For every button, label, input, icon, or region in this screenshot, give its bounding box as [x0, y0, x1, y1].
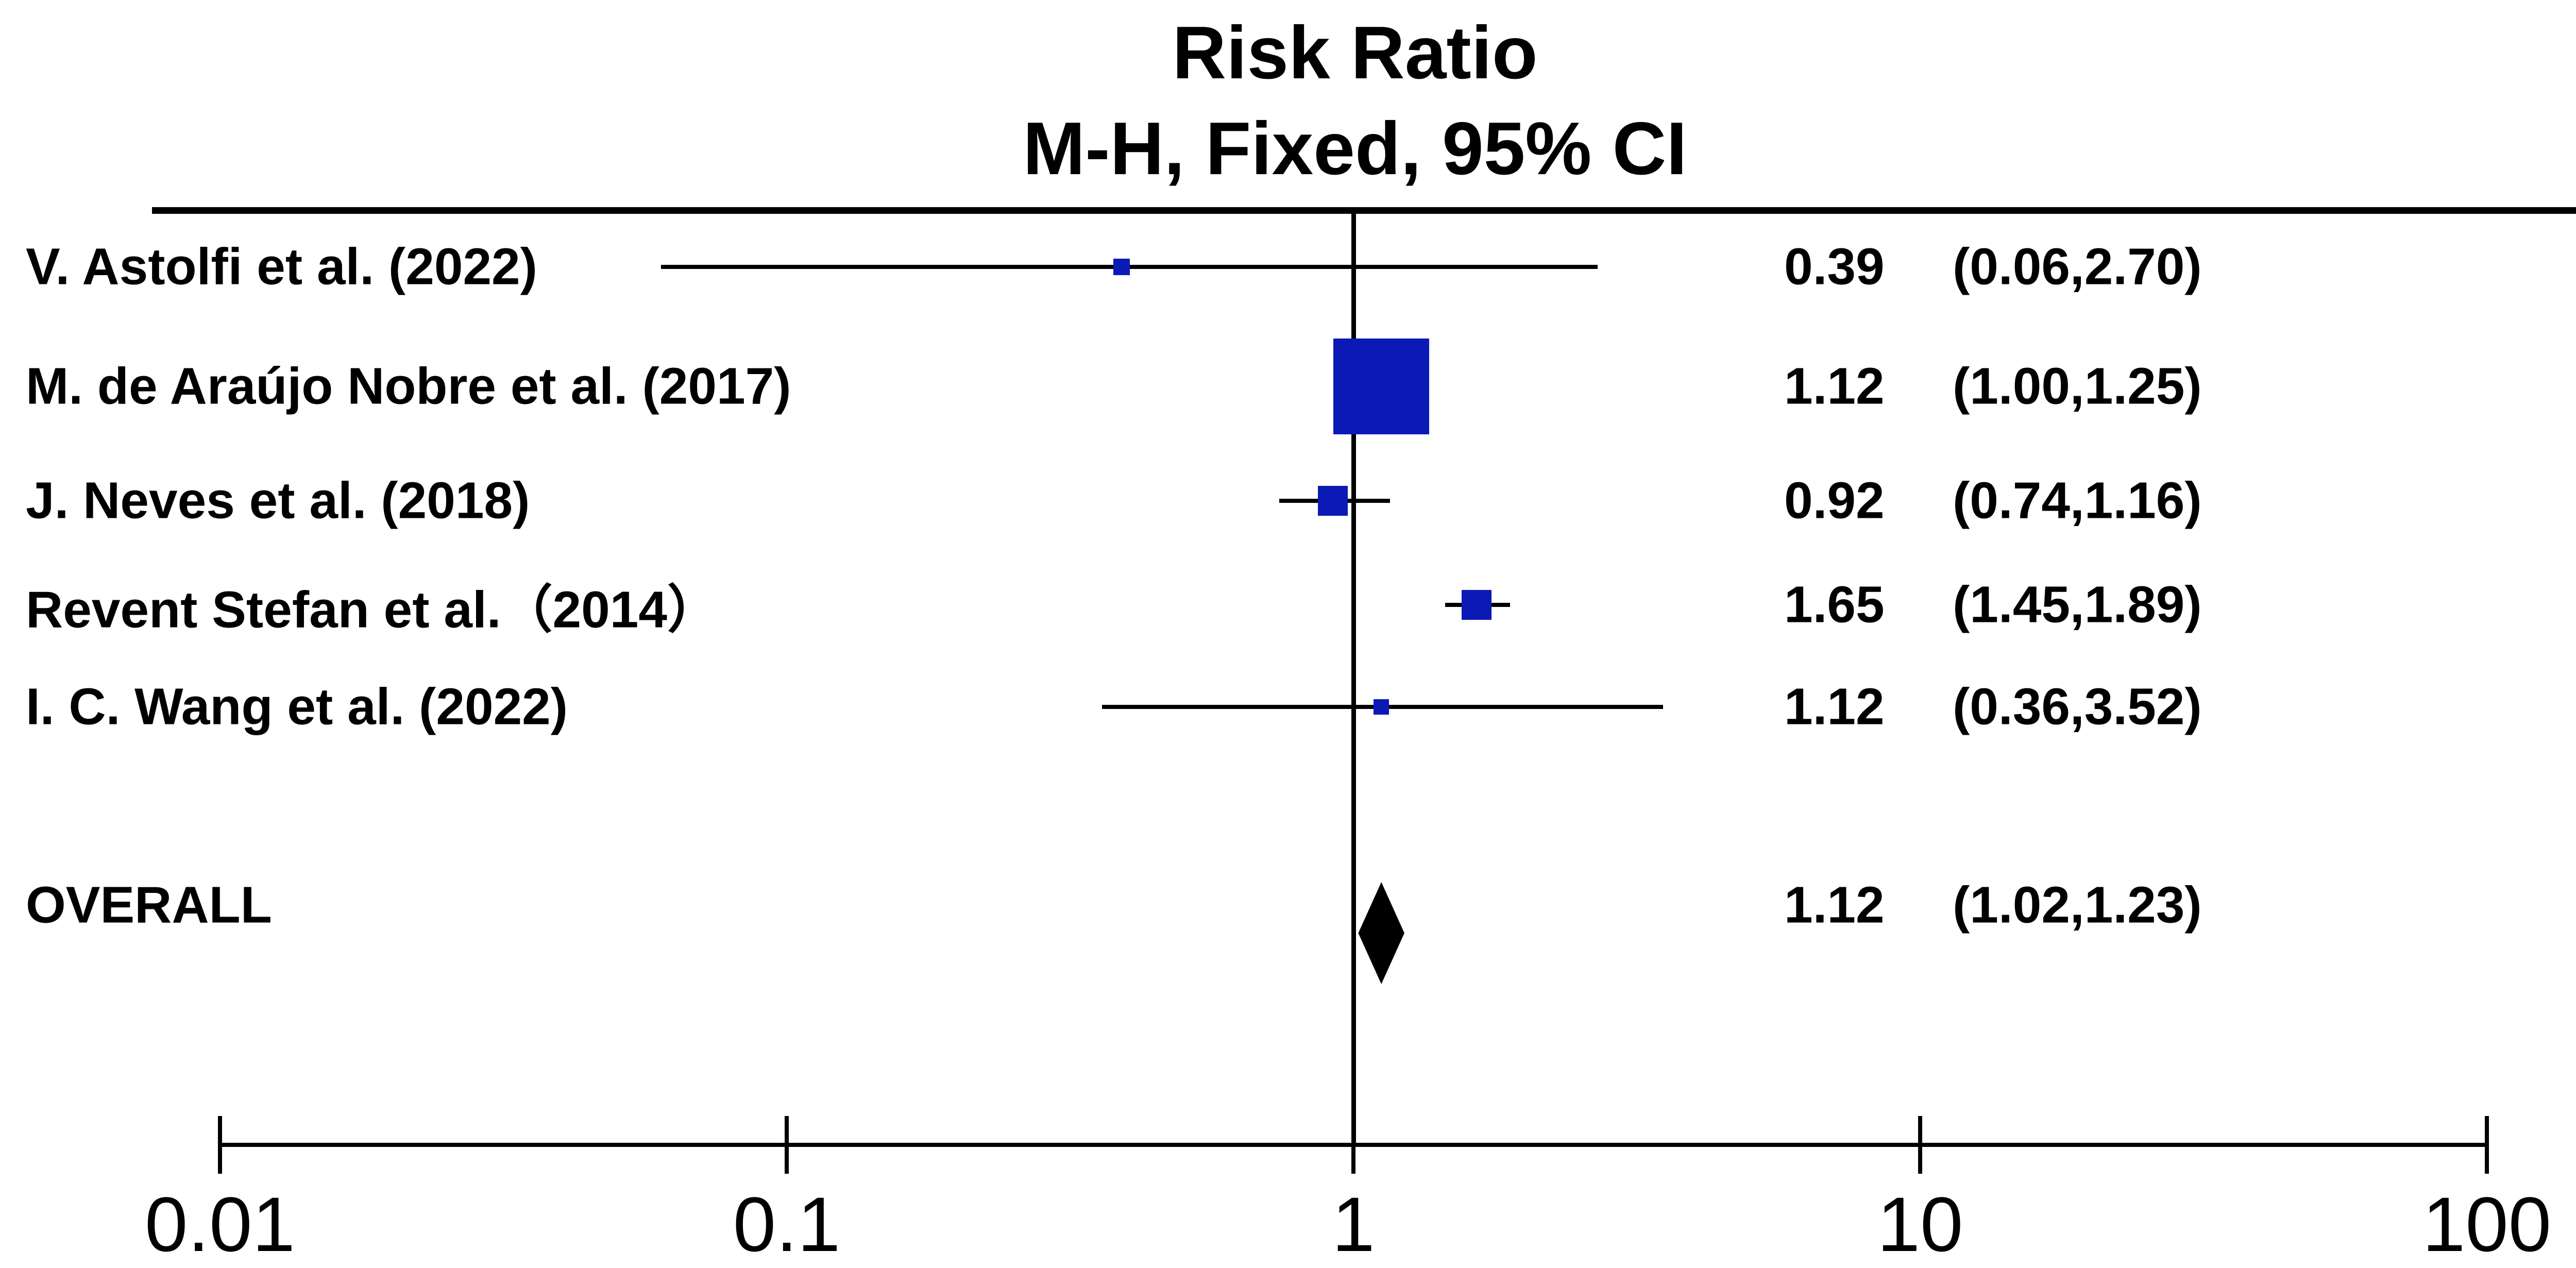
value-rr: 1.12 [1784, 678, 1885, 736]
chart-title-line1: Risk Ratio [1172, 11, 1538, 94]
study-label: J. Neves et al. (2018) [26, 471, 530, 530]
overall-label: OVERALL [26, 876, 272, 934]
effect-square [1113, 259, 1130, 275]
x-axis-tick-label: 1 [1332, 1181, 1375, 1267]
x-axis-tick-label: 10 [1877, 1181, 1963, 1267]
chart-title: Risk Ratio M-H, Fixed, 95% CI [1023, 5, 1687, 196]
x-axis-tick [1351, 1116, 1355, 1174]
chart-title-line2: M-H, Fixed, 95% CI [1023, 106, 1687, 190]
value-rr: 0.39 [1784, 238, 1885, 296]
x-axis-tick-label: 100 [2422, 1181, 2552, 1267]
x-axis-tick-label: 0.1 [733, 1181, 841, 1267]
value-ci: (0.36,3.52) [1953, 678, 2202, 736]
study-label: V. Astolfi et al. (2022) [26, 238, 537, 296]
x-axis-tick [2485, 1116, 2489, 1174]
effect-square [1374, 699, 1389, 715]
value-ci: (0.06,2.70) [1953, 238, 2202, 296]
study-label: Revent Stefan et al.（2014） [26, 581, 719, 639]
x-axis-tick [218, 1116, 222, 1174]
study-label: M. de Araújo Nobre et al. (2017) [26, 357, 791, 415]
reference-line-rr1 [1351, 207, 1356, 1145]
effect-square [1462, 590, 1492, 620]
overall-value-rr: 1.12 [1784, 876, 1885, 934]
effect-square [1318, 486, 1348, 516]
value-ci: (0.74,1.16) [1953, 471, 2202, 530]
overall-value-ci: (1.02,1.23) [1953, 876, 2202, 934]
value-ci: (1.45,1.89) [1953, 576, 2202, 634]
effect-square [1333, 339, 1430, 434]
value-rr: 1.65 [1784, 576, 1885, 634]
value-ci: (1.00,1.25) [1953, 357, 2202, 415]
value-rr: 1.12 [1784, 357, 1885, 415]
x-axis-tick [1918, 1116, 1922, 1174]
study-label: I. C. Wang et al. (2022) [26, 678, 568, 736]
x-axis-tick [785, 1116, 789, 1174]
value-rr: 0.92 [1784, 471, 1885, 530]
overall-diamond [1358, 882, 1404, 984]
x-axis-tick-label: 0.01 [145, 1181, 295, 1267]
header-rule [152, 207, 2576, 214]
